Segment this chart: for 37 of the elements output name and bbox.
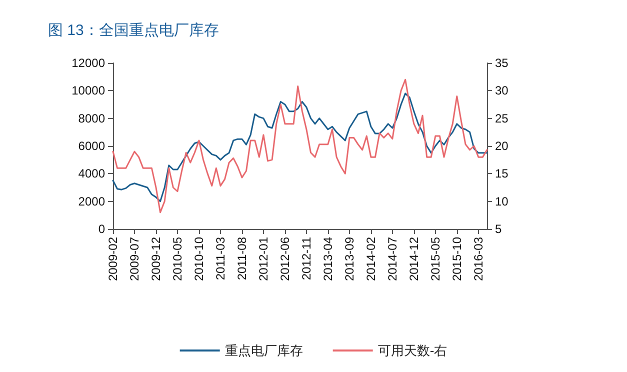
x-tick-label: 2009-12 [148, 236, 163, 282]
y2-tick-label: 35 [495, 56, 509, 70]
x-tick-label: 2015-05 [428, 236, 442, 282]
y2-tick-label: 10 [495, 194, 509, 208]
x-tick-label: 2011-08 [234, 236, 249, 280]
x-tick-label: 2012-06 [278, 236, 292, 282]
y-tick-label: 8000 [78, 111, 106, 126]
y-tick-label: 10000 [72, 84, 106, 98]
x-tick-label: 2009-02 [106, 236, 120, 282]
x-tick-label: 2012-01 [256, 236, 270, 282]
y2-tick-label: 20 [495, 139, 509, 153]
x-tick-label: 2012-11 [299, 236, 314, 280]
x-tick-label: 2014-12 [406, 236, 421, 282]
y2-tick-label: 5 [495, 222, 502, 236]
line-series [112, 92, 488, 202]
y2-tick-label: 30 [495, 84, 509, 98]
x-tick-label: 2015-10 [450, 236, 464, 282]
legend-label: 重点电厂库存 [224, 343, 303, 358]
x-tick-label: 2010-05 [170, 236, 184, 282]
y-tick-label: 2000 [78, 194, 106, 208]
y-tick-label: 12000 [72, 56, 106, 70]
y2-tick-label: 25 [495, 111, 509, 126]
x-tick-label: 2010-10 [192, 236, 206, 282]
x-tick-label: 2014-07 [385, 236, 400, 282]
x-tick-label: 2013-09 [342, 236, 356, 282]
chart-title: 图 13：全国重点电厂库存 [48, 22, 219, 39]
x-tick-label: 2016-03 [471, 236, 486, 282]
y-tick-label: 0 [98, 222, 106, 236]
line-series [112, 78, 488, 214]
y-tick-label: 4000 [78, 166, 106, 181]
x-tick-label: 2011-03 [213, 236, 228, 280]
x-tick-label: 2009-07 [127, 236, 142, 282]
y-tick-label: 6000 [78, 139, 106, 153]
y2-tick-label: 15 [495, 166, 509, 181]
x-tick-label: 2014-02 [364, 236, 378, 282]
legend-label: 可用天数-右 [378, 343, 448, 358]
x-tick-label: 2013-04 [320, 236, 335, 282]
